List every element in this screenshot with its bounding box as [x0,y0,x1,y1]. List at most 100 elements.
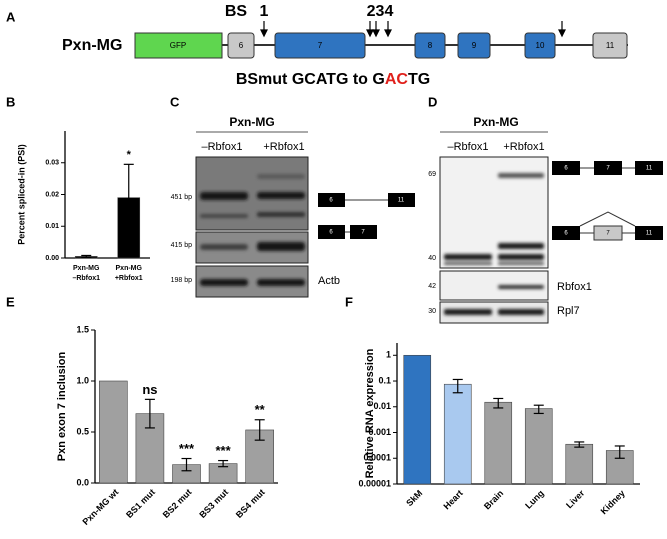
error-bar [533,404,544,415]
size-label: 451 bp [171,194,193,201]
exon-label: 8 [428,41,433,50]
lane-label: –Rbfox1 [202,141,243,153]
exon-label: 7 [361,230,365,236]
bs-label: BS [225,3,248,20]
mutation-note: BSmut GCATG to GACTG [236,71,430,88]
exon-label: 6 [564,231,568,237]
exon [414,32,446,59]
panel-label: A [6,9,16,24]
gel-title: Pxn-MG [229,115,274,129]
error-bar [574,441,585,448]
y-axis-label: Relative RNA expression [364,348,376,478]
error-bar [493,397,504,409]
y-tick-label: 0.00 [45,255,59,262]
x-tick-label: SkM [404,488,424,508]
site-label: 234 [367,3,394,20]
error-bar [218,459,229,468]
mutation-text: TG [408,71,430,88]
size-label: 198 bp [171,277,193,284]
blot [439,301,549,324]
error-bar [254,419,265,441]
exon-box [350,225,377,239]
error-bar [144,398,155,429]
exon-box [593,225,623,241]
annotation: * [127,149,132,161]
y-tick-label: 1.5 [76,324,89,334]
label-line: Pxn-MG [73,265,100,272]
exon-label: 6 [329,230,333,236]
y-axis-label: Pxn exon 7 inclusion [56,352,68,462]
exon-label: 11 [646,166,653,172]
x-tick-label: Lung [523,488,546,511]
exon-label: 11 [646,231,653,237]
y-axis-label: Percent spliced-in (PSI) [16,144,26,245]
marker-label: 40 [428,255,436,262]
y-tick-label: 0.01 [373,401,391,411]
lane-label: +Rbfox1 [263,141,304,153]
y-tick-label: 0.03 [45,160,59,167]
error-bar [181,457,192,472]
bands [444,173,544,315]
panel-label: D [428,94,437,109]
site-label: 1 [260,3,269,20]
exon-label: 6 [564,166,568,172]
protein-label: Rpl7 [557,305,580,317]
exon [227,32,255,59]
exon-label: 11 [606,41,615,50]
panel-label: B [6,94,15,109]
error-bar [81,254,92,258]
x-tick-label: Pxn-MG +Rbfox1 [115,265,143,282]
exon-label: 7 [606,166,610,172]
lane-label: +Rbfox1 [503,141,544,153]
x-tick-label: Liver [564,488,587,511]
bands [200,174,305,286]
exon [524,32,556,59]
label-line: Pxn-MG [116,265,143,272]
x-tick-label: Pxn-MG –Rbfox1 [72,265,100,282]
exon-box [318,225,345,239]
bar [403,354,432,485]
error-bar [614,445,625,459]
y-tick-label: 0.00001 [358,478,391,488]
x-tick-label: BS2 mut [161,487,194,520]
y-tick-label: 0.02 [45,191,59,198]
exon-label: 7 [606,231,610,237]
error-bar [123,163,134,232]
exon-label: 10 [536,41,545,50]
exon-label: 7 [318,41,323,50]
exon-label: 6 [329,198,333,204]
exon [134,32,223,59]
marker-label: 30 [428,308,436,315]
bar [484,401,513,485]
x-tick-label: BS4 mut [234,487,267,520]
size-label: 415 bp [171,242,193,249]
panel-label: F [345,294,353,309]
exon-box [594,161,622,175]
construct-name: Pxn-MG [62,37,122,54]
protein-label: Rbfox1 [557,281,592,293]
y-tick-label: 0.001 [368,427,391,437]
exon-label: 11 [398,198,405,204]
bar [99,380,128,484]
exon-box [552,226,580,240]
bar [524,408,553,485]
exon-label: 6 [239,41,244,50]
bar [565,443,594,485]
annotation: ns [142,382,157,397]
label-line: –Rbfox1 [72,275,100,282]
x-tick-label: BS3 mut [197,487,230,520]
y-tick-label: 0.0001 [363,453,391,463]
skip-junction [579,211,636,227]
mutation-highlight: AC [385,71,409,88]
exon-label: GFP [170,41,186,50]
y-tick-label: 0.01 [45,223,59,230]
exon-box [388,193,415,207]
control-label: Actb [318,275,340,287]
exon-box [635,226,663,240]
panel-label: C [170,94,180,109]
annotation: *** [216,443,232,458]
annotation: *** [179,441,195,456]
exon [274,32,366,59]
bar [443,383,472,485]
